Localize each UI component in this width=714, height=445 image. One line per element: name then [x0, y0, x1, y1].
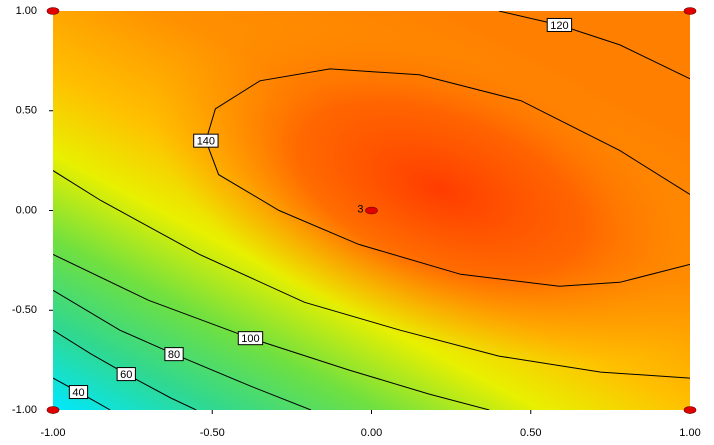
y-tick-label: 0.50 [16, 105, 37, 117]
contour-label-box [237, 331, 264, 346]
contour-label: 120 [550, 20, 568, 32]
design-point [683, 406, 697, 414]
replicate-label: 3 [357, 203, 363, 215]
contour-label-box [193, 133, 219, 148]
design-point [46, 7, 60, 15]
contour-label: 140 [197, 136, 215, 148]
design-point [365, 206, 378, 215]
design-point [683, 7, 697, 15]
contour-line [53, 253, 490, 410]
x-tick-label: 0.00 [361, 427, 382, 439]
y-tick-label: 0.00 [16, 204, 37, 216]
contour-label-box [68, 385, 89, 400]
x-tick-label: -0.50 [200, 427, 225, 439]
contour-label: 40 [72, 387, 84, 399]
y-tick-label: -1.00 [12, 404, 37, 416]
y-tick-label: -0.50 [12, 304, 37, 316]
contour-label-box [116, 367, 136, 382]
x-tick-label: 0.50 [520, 427, 541, 439]
design-point [46, 406, 60, 414]
x-tick-label: 1.00 [679, 427, 700, 439]
contour-label-box [546, 17, 573, 32]
contour-line [53, 11, 690, 379]
contour-label: 100 [241, 333, 259, 345]
contour-label-box [164, 347, 184, 362]
y-tick-label: 1.00 [16, 5, 37, 17]
contour-label: 60 [120, 369, 132, 381]
contour-label: 80 [168, 349, 180, 361]
x-tick-label: -1.00 [40, 427, 65, 439]
